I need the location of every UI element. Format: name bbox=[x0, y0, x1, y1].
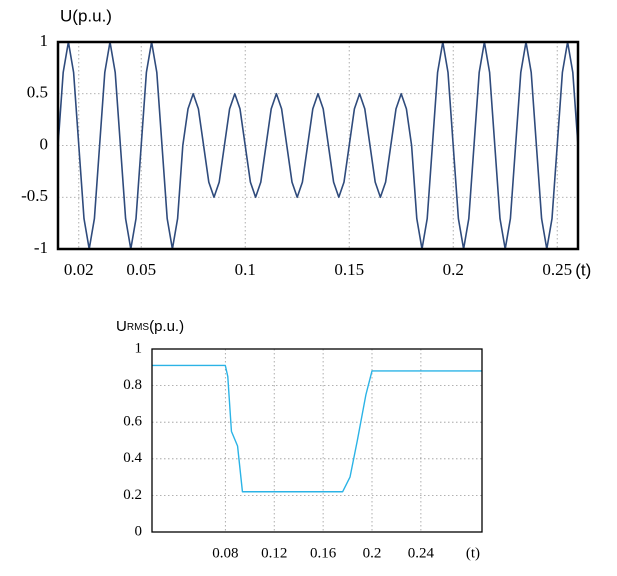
plot-frame bbox=[151, 348, 483, 533]
y-axis-label-unit: (p.u.) bbox=[149, 318, 184, 335]
x-tick-label: 0.08 bbox=[212, 545, 238, 561]
x-tick-label: 0.2 bbox=[363, 545, 382, 561]
y-axis-label: URMS(p.u.) bbox=[116, 318, 184, 335]
y-tick-label: 0 bbox=[135, 523, 143, 539]
data-line bbox=[152, 364, 482, 493]
y-axis-label-subscript: RMS bbox=[127, 322, 150, 333]
x-tick-label: 0.05 bbox=[126, 260, 156, 279]
y-tick-label: 0.6 bbox=[123, 414, 142, 430]
x-tick-label: 0.24 bbox=[408, 545, 435, 561]
x-tick-label: 0.02 bbox=[64, 260, 94, 279]
x-tick-label: 0.2 bbox=[443, 260, 464, 279]
y-tick-label: 1 bbox=[40, 31, 49, 50]
y-tick-label: 0 bbox=[40, 134, 49, 153]
x-tick-label: 0.16 bbox=[310, 545, 337, 561]
plot-frame bbox=[56, 40, 580, 251]
x-axis-label: (t) bbox=[466, 545, 480, 561]
x-tick-label: 0.15 bbox=[334, 260, 364, 279]
y-tick-label: 0.4 bbox=[123, 450, 142, 466]
y-tick-label: 0.5 bbox=[27, 83, 48, 102]
y-tick-label: -0.5 bbox=[21, 186, 48, 205]
y-tick-label: -1 bbox=[34, 238, 48, 257]
x-axis-label: (t) bbox=[575, 260, 591, 279]
y-tick-label: 0.8 bbox=[123, 377, 142, 393]
y-tick-label: 0.2 bbox=[123, 487, 142, 503]
y-tick-label: 1 bbox=[135, 340, 143, 356]
y-axis-label: U(p.u.) bbox=[60, 6, 112, 25]
x-tick-label: 0.12 bbox=[261, 545, 287, 561]
x-tick-label: 0.1 bbox=[235, 260, 256, 279]
y-axis-label-main: U bbox=[116, 318, 127, 335]
x-tick-label: 0.25 bbox=[542, 260, 572, 279]
data-line bbox=[57, 41, 579, 250]
